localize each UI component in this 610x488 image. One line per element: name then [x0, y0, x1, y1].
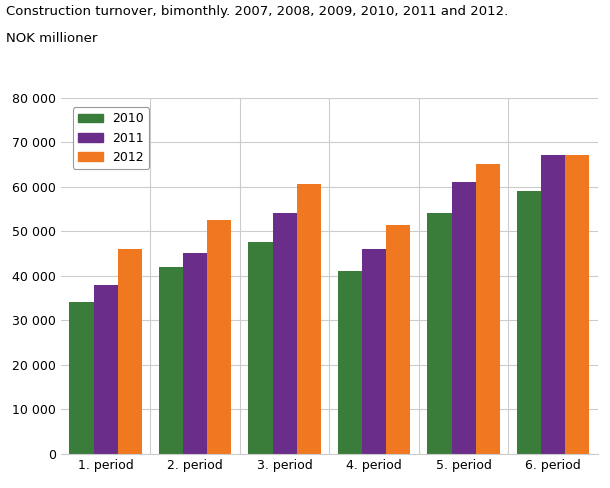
Bar [94, 285, 118, 454]
Text: NOK millioner: NOK millioner [6, 32, 98, 45]
Text: Construction turnover, bimonthly. 2007, 2008, 2009, 2010, 2011 and 2012.: Construction turnover, bimonthly. 2007, … [6, 5, 508, 18]
Bar [118, 249, 142, 454]
Bar [296, 184, 321, 454]
Bar [428, 213, 451, 454]
Bar [273, 213, 296, 454]
Bar [517, 191, 541, 454]
Bar [70, 303, 94, 454]
Legend: 2010, 2011, 2012: 2010, 2011, 2012 [73, 107, 149, 169]
Bar [248, 243, 273, 454]
Bar [451, 182, 476, 454]
Bar [362, 249, 386, 454]
Bar [565, 156, 589, 454]
Bar [183, 253, 207, 454]
Bar [386, 224, 411, 454]
Bar [207, 220, 231, 454]
Bar [476, 164, 500, 454]
Bar [541, 156, 565, 454]
Bar [159, 267, 183, 454]
Bar [338, 271, 362, 454]
